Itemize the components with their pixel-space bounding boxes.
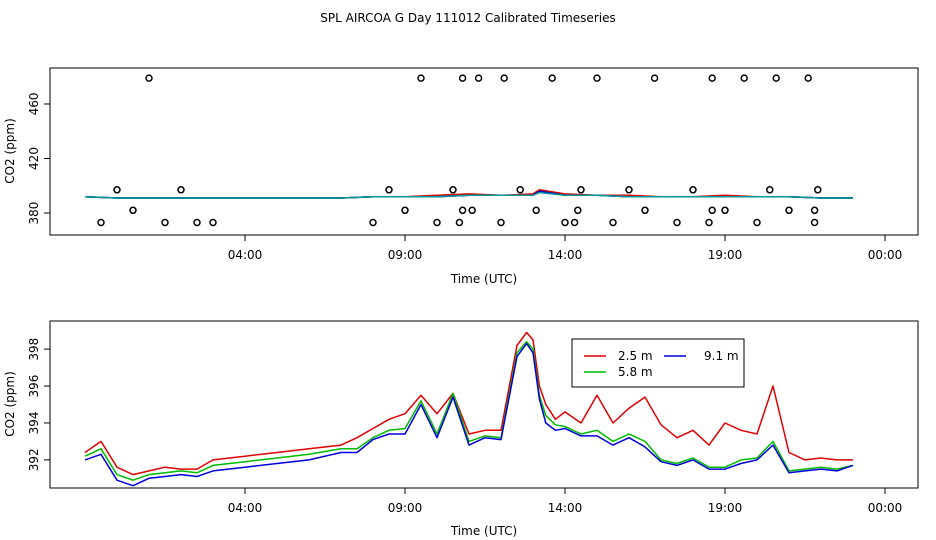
- data-point: [810, 218, 819, 227]
- top-panel-lines: [84, 189, 853, 199]
- data-point: [417, 74, 425, 82]
- data-point: [810, 206, 819, 215]
- data-point: [385, 186, 393, 194]
- legend-label-9-1m: 9.1 m: [704, 349, 739, 363]
- top-panel-y-label: CO2 (ppm): [3, 118, 17, 184]
- top-panel-frame: [49, 67, 919, 236]
- data-point: [458, 74, 467, 82]
- x-tick-label: 09:00: [388, 248, 423, 262]
- data-point: [516, 186, 524, 194]
- data-point: [401, 206, 409, 215]
- bottom-panel: 04:00 09:00 14:00 19:00 00:00 392 394 396 398 T…: [3, 320, 919, 538]
- y-tick-label: 420: [27, 147, 41, 170]
- data-point: [193, 218, 201, 227]
- y-tick-label: 396: [27, 375, 41, 398]
- data-point: [500, 74, 508, 82]
- data-point: [574, 206, 582, 215]
- bottom-panel-y-axis: 392 394 396 398: [27, 338, 50, 471]
- data-point: [548, 74, 556, 82]
- data-point: [753, 218, 761, 227]
- data-point: [766, 186, 774, 194]
- data-point: [785, 206, 793, 215]
- figure-title: SPL AIRCOA G Day 111012 Calibrated Times…: [320, 11, 615, 25]
- series-line-9-1-m: [84, 342, 854, 487]
- legend-label-2-5m: 2.5 m: [618, 349, 653, 363]
- data-point: [708, 74, 716, 82]
- data-point: [721, 206, 729, 215]
- bottom-panel-y-label: CO2 (ppm): [3, 371, 17, 437]
- data-point: [433, 218, 441, 227]
- data-point: [689, 186, 697, 194]
- x-tick-label: 09:00: [388, 501, 423, 515]
- x-tick-label: 04:00: [228, 501, 263, 515]
- x-tick-label: 00:00: [868, 248, 903, 262]
- data-point: [468, 206, 476, 215]
- top-panel-x-label: Time (UTC): [450, 272, 517, 286]
- y-tick-label: 398: [27, 338, 41, 361]
- data-point: [740, 74, 748, 82]
- data-point: [561, 218, 569, 227]
- x-tick-label: 19:00: [708, 501, 743, 515]
- y-tick-label: 392: [27, 448, 41, 471]
- top-panel-points: [97, 74, 822, 227]
- y-tick-label: 394: [27, 411, 41, 434]
- data-point: [129, 206, 137, 215]
- top-panel-y-axis: 380 420 460: [27, 93, 50, 225]
- data-point: [455, 218, 464, 227]
- data-point: [570, 218, 579, 227]
- bottom-panel-x-axis: 04:00 09:00 14:00 19:00 00:00: [228, 488, 903, 515]
- data-point: [449, 186, 457, 194]
- data-point: [609, 218, 617, 227]
- legend: 2.5 m 9.1 m 5.8 m: [571, 338, 745, 388]
- bottom-panel-x-label: Time (UTC): [450, 524, 517, 538]
- data-point: [593, 74, 601, 82]
- series-line-teal: [84, 191, 853, 199]
- data-point: [673, 218, 681, 227]
- top-panel-x-axis: 04:00 09:00 14:00 19:00 00:00: [228, 235, 903, 262]
- y-tick-label: 380: [27, 202, 41, 225]
- data-point: [113, 186, 121, 194]
- data-point: [458, 206, 467, 215]
- data-point: [161, 218, 169, 227]
- x-tick-label: 00:00: [868, 501, 903, 515]
- x-tick-label: 19:00: [708, 248, 743, 262]
- data-point: [532, 206, 540, 215]
- x-tick-label: 14:00: [548, 501, 583, 515]
- series-line-2-5-m: [84, 331, 853, 476]
- data-point: [650, 74, 659, 82]
- data-point: [814, 186, 822, 194]
- data-point: [369, 218, 377, 227]
- top-panel: 04:00 09:00 14:00 19:00 00:00 380 420 460 Time…: [3, 67, 919, 286]
- data-point: [97, 218, 105, 227]
- legend-box: [571, 338, 745, 388]
- data-point: [209, 218, 217, 227]
- data-point: [772, 74, 780, 82]
- data-point: [177, 186, 185, 194]
- x-tick-label: 04:00: [228, 248, 263, 262]
- data-point: [625, 186, 633, 194]
- bottom-panel-lines: [84, 331, 854, 487]
- x-tick-label: 14:00: [548, 248, 583, 262]
- y-tick-label: 460: [27, 93, 41, 116]
- legend-label-5-8m: 5.8 m: [618, 365, 653, 379]
- data-point: [474, 74, 483, 82]
- data-point: [804, 74, 812, 82]
- data-point: [708, 206, 716, 215]
- data-point: [641, 206, 649, 215]
- series-line-5-8-m: [84, 341, 854, 481]
- data-point: [577, 186, 585, 194]
- data-point: [145, 74, 153, 82]
- data-point: [705, 218, 713, 227]
- data-point: [497, 218, 505, 227]
- bottom-panel-frame: [49, 320, 919, 489]
